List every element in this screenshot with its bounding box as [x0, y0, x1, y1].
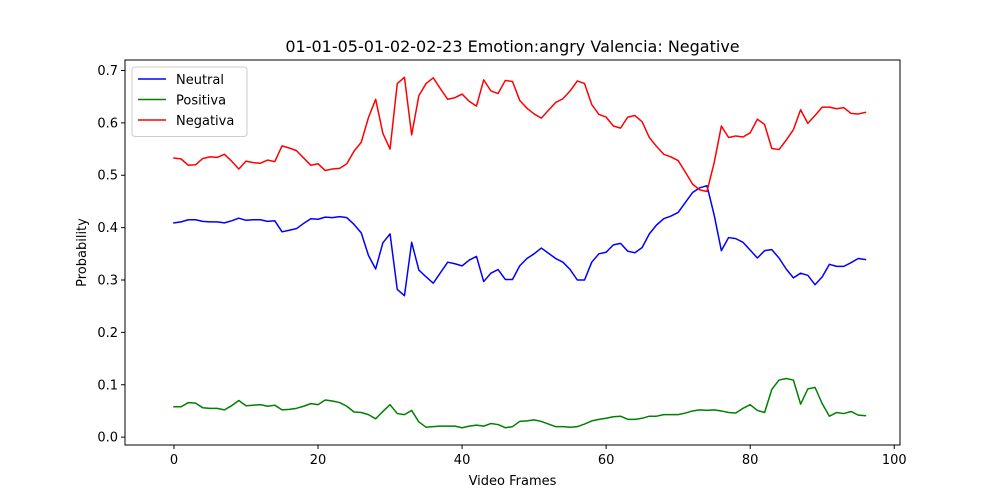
series-line-neutral — [173, 184, 867, 297]
chart-title: 01-01-05-01-02-02-23 Emotion:angry Valen… — [285, 37, 739, 56]
legend-label-positiva: Positiva — [176, 94, 226, 109]
legend-label-neutral: Neutral — [176, 73, 224, 88]
y-tick-label: 0.3 — [97, 274, 118, 289]
axes: 0 20 40 60 80 100 0.0 0.1 0.2 0.3 0.4 0.5 0.6 0.7 — [97, 64, 906, 468]
y-axis-label: Probability — [75, 218, 90, 287]
x-tick-label: 80 — [742, 453, 759, 468]
x-tick-label: 20 — [310, 453, 327, 468]
x-tick-label: 40 — [454, 453, 471, 468]
legend-label-negativa: Negativa — [176, 114, 234, 129]
legend-box — [131, 66, 248, 137]
x-axis-label: Video Frames — [469, 474, 557, 489]
series-line-negativa — [173, 76, 867, 193]
x-tick-label: 60 — [598, 453, 615, 468]
y-tick-label: 0.6 — [97, 116, 118, 131]
x-tick-label: 0 — [170, 453, 178, 468]
plot-frame — [124, 59, 901, 446]
legend: Neutral Positiva Negativa — [131, 66, 248, 137]
y-tick-label: 0.0 — [97, 431, 118, 446]
y-tick-label: 0.7 — [97, 64, 118, 79]
series-line-positiva — [173, 377, 867, 429]
plot-area — [173, 76, 867, 429]
y-tick-label: 0.4 — [97, 221, 118, 236]
y-tick-label: 0.1 — [97, 378, 118, 393]
y-tick-label: 0.2 — [97, 326, 118, 341]
y-tick-label: 0.5 — [97, 169, 118, 184]
x-tick-label: 100 — [882, 453, 907, 468]
